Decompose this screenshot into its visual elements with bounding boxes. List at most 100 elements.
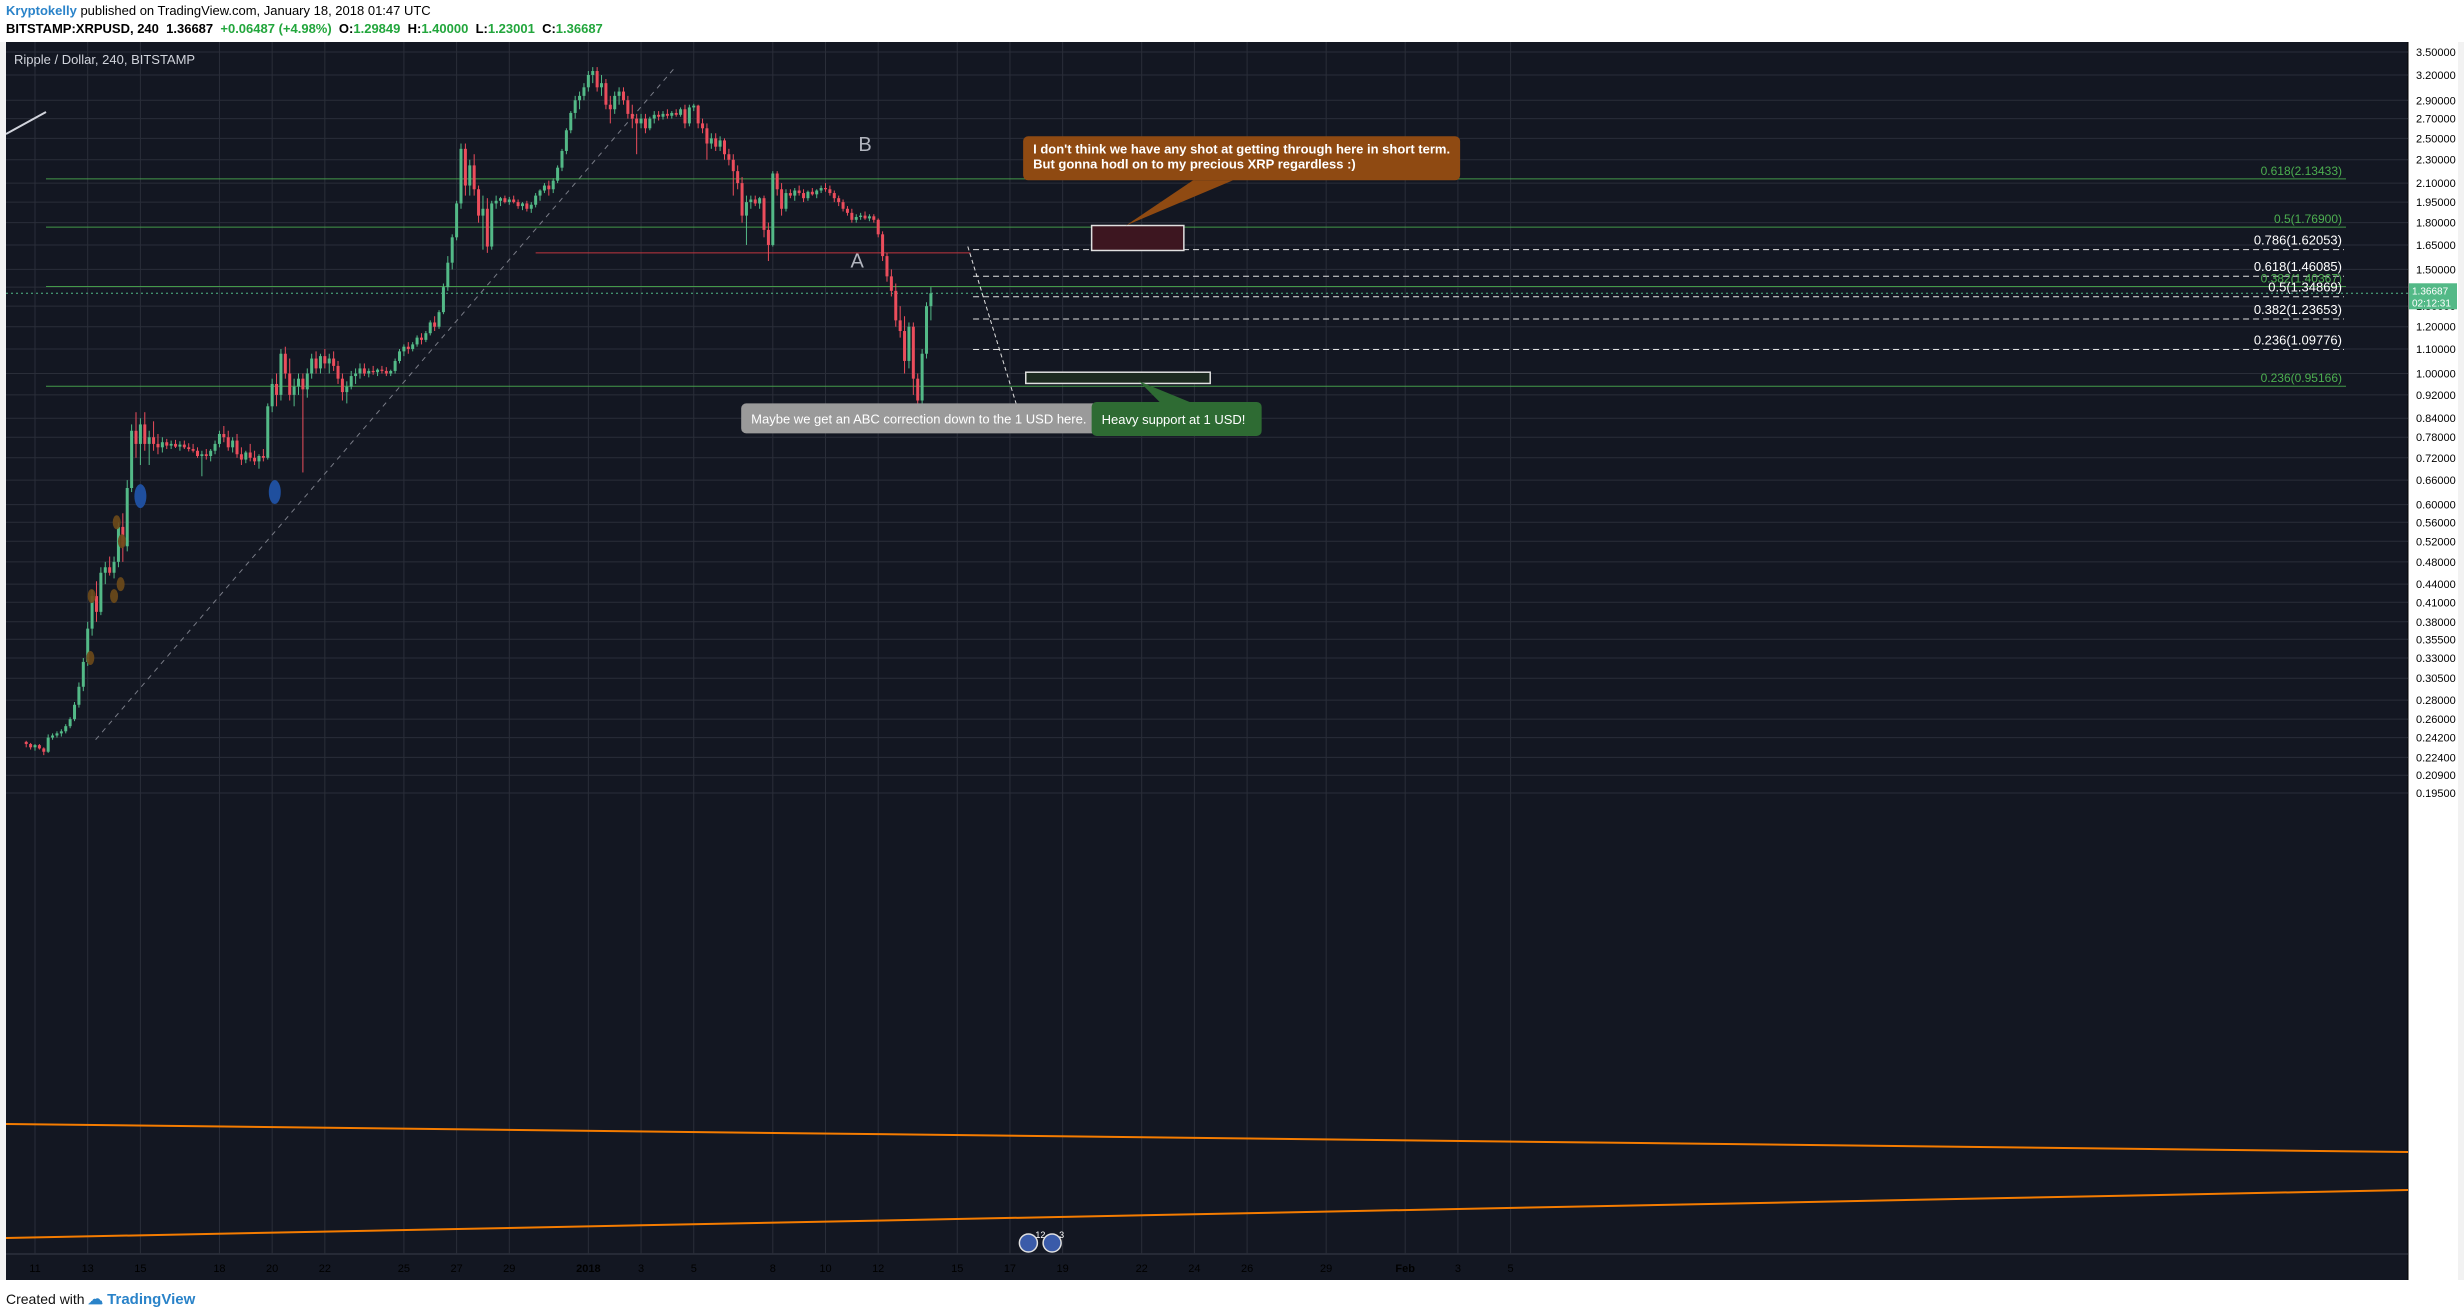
candle: [200, 450, 204, 477]
symbol-line: BITSTAMP:XRPUSD, 240 1.36687 +0.06487 (+…: [6, 21, 603, 36]
ohlc-close: 1.36687: [555, 21, 603, 36]
candle-body: [670, 112, 674, 116]
created-with-text: Created with: [6, 1291, 85, 1307]
x-tick-label: 22: [1136, 1263, 1148, 1275]
candle-body: [564, 130, 568, 151]
candle: [327, 353, 331, 374]
candle-body: [411, 344, 415, 350]
candle: [244, 450, 248, 464]
candle: [77, 682, 81, 708]
candle-body: [468, 165, 472, 186]
fib-label: 0.382(1.23653): [2254, 302, 2342, 317]
candle: [349, 370, 353, 390]
candle-body: [297, 378, 300, 387]
candle: [415, 335, 419, 347]
tradingview-logo[interactable]: ☁ TradingView: [88, 1290, 195, 1308]
candle-body: [635, 118, 639, 124]
y-tick-label: 0.28000: [2416, 695, 2456, 707]
candle-body: [657, 114, 661, 117]
candle: [59, 729, 63, 737]
candle-body: [402, 346, 406, 352]
publish-info: published on TradingView.com, January 18…: [80, 3, 431, 18]
candle: [766, 222, 770, 262]
candle-body: [90, 596, 94, 629]
publish-line: Kryptokelly published on TradingView.com…: [6, 3, 431, 18]
candle: [714, 133, 718, 151]
footer: Created with ☁ TradingView: [0, 1280, 2464, 1316]
candle-body: [314, 358, 318, 369]
candle: [112, 556, 116, 579]
marker-ellipse: [87, 589, 96, 604]
candle-body: [419, 337, 423, 340]
y-tick-label: 0.30500: [2416, 673, 2456, 685]
candle-body: [156, 443, 160, 448]
candle-body: [472, 165, 476, 190]
candle: [481, 195, 485, 250]
candle-body: [213, 443, 217, 451]
support-box: [1025, 371, 1211, 385]
last-price-countdown: 02:12:31: [2412, 298, 2451, 309]
candle: [156, 433, 160, 455]
annotations: Ripple / Dollar, 240, BITSTAMP 0.618(2.1…: [14, 52, 2342, 665]
candle-body: [573, 100, 577, 113]
candle-body: [551, 180, 555, 190]
candle-body: [771, 173, 775, 245]
candle-body: [617, 91, 621, 96]
candle-body: [279, 353, 283, 395]
candle: [42, 747, 46, 756]
candle-body: [881, 234, 885, 257]
candle: [595, 67, 599, 92]
candle: [898, 306, 902, 338]
candle-body: [349, 376, 353, 387]
candle-body: [845, 208, 849, 213]
candle-body: [152, 437, 156, 444]
candle: [696, 104, 700, 129]
candle: [687, 104, 691, 127]
y-tick-label: 0.38000: [2416, 617, 2456, 629]
candle-body: [389, 370, 393, 374]
candle: [775, 171, 779, 196]
candle-body: [108, 567, 112, 573]
candle: [257, 454, 261, 469]
candle-body: [780, 189, 784, 209]
candle-body: [538, 190, 542, 196]
candle: [534, 193, 538, 208]
candle: [929, 287, 933, 321]
candle: [472, 154, 476, 196]
candle-body: [336, 365, 340, 379]
x-tick-label: 15: [951, 1263, 963, 1275]
candle-body: [705, 128, 709, 144]
y-tick-label: 2.50000: [2416, 133, 2456, 145]
x-tick-label: 17: [1004, 1263, 1016, 1275]
candle-body: [380, 369, 384, 371]
candle: [512, 195, 516, 204]
candlestick-chart[interactable]: 3.50000 3.20000 2.90000 2.70000 2.50000 2.300…: [6, 42, 2458, 1280]
candle-body: [744, 202, 748, 216]
candle: [525, 200, 529, 212]
candle: [393, 358, 397, 374]
candle: [722, 138, 726, 160]
plot-background: [6, 42, 2408, 1280]
author-link[interactable]: Kryptokelly: [6, 3, 77, 18]
candle: [332, 351, 336, 371]
candle: [459, 143, 463, 209]
candle: [318, 353, 322, 374]
candle: [398, 349, 402, 364]
candle-body: [652, 114, 656, 119]
candle-body: [648, 118, 652, 129]
candle-body: [477, 189, 481, 216]
candle-body: [525, 203, 529, 209]
candle-body: [788, 193, 792, 196]
y-tick-label: 2.90000: [2416, 95, 2456, 107]
candle: [46, 734, 50, 753]
candle: [674, 109, 678, 117]
fib-label-green: 0.618(2.13433): [2261, 164, 2342, 178]
price-axis-panel[interactable]: [2408, 42, 2458, 1280]
last-price: 1.36687: [166, 21, 214, 36]
candle-body: [859, 215, 863, 218]
candle-body: [819, 188, 823, 191]
chart-area[interactable]: 3.50000 3.20000 2.90000 2.70000 2.50000 2.300…: [6, 42, 2458, 1280]
candle: [297, 373, 300, 395]
candle: [336, 360, 340, 384]
